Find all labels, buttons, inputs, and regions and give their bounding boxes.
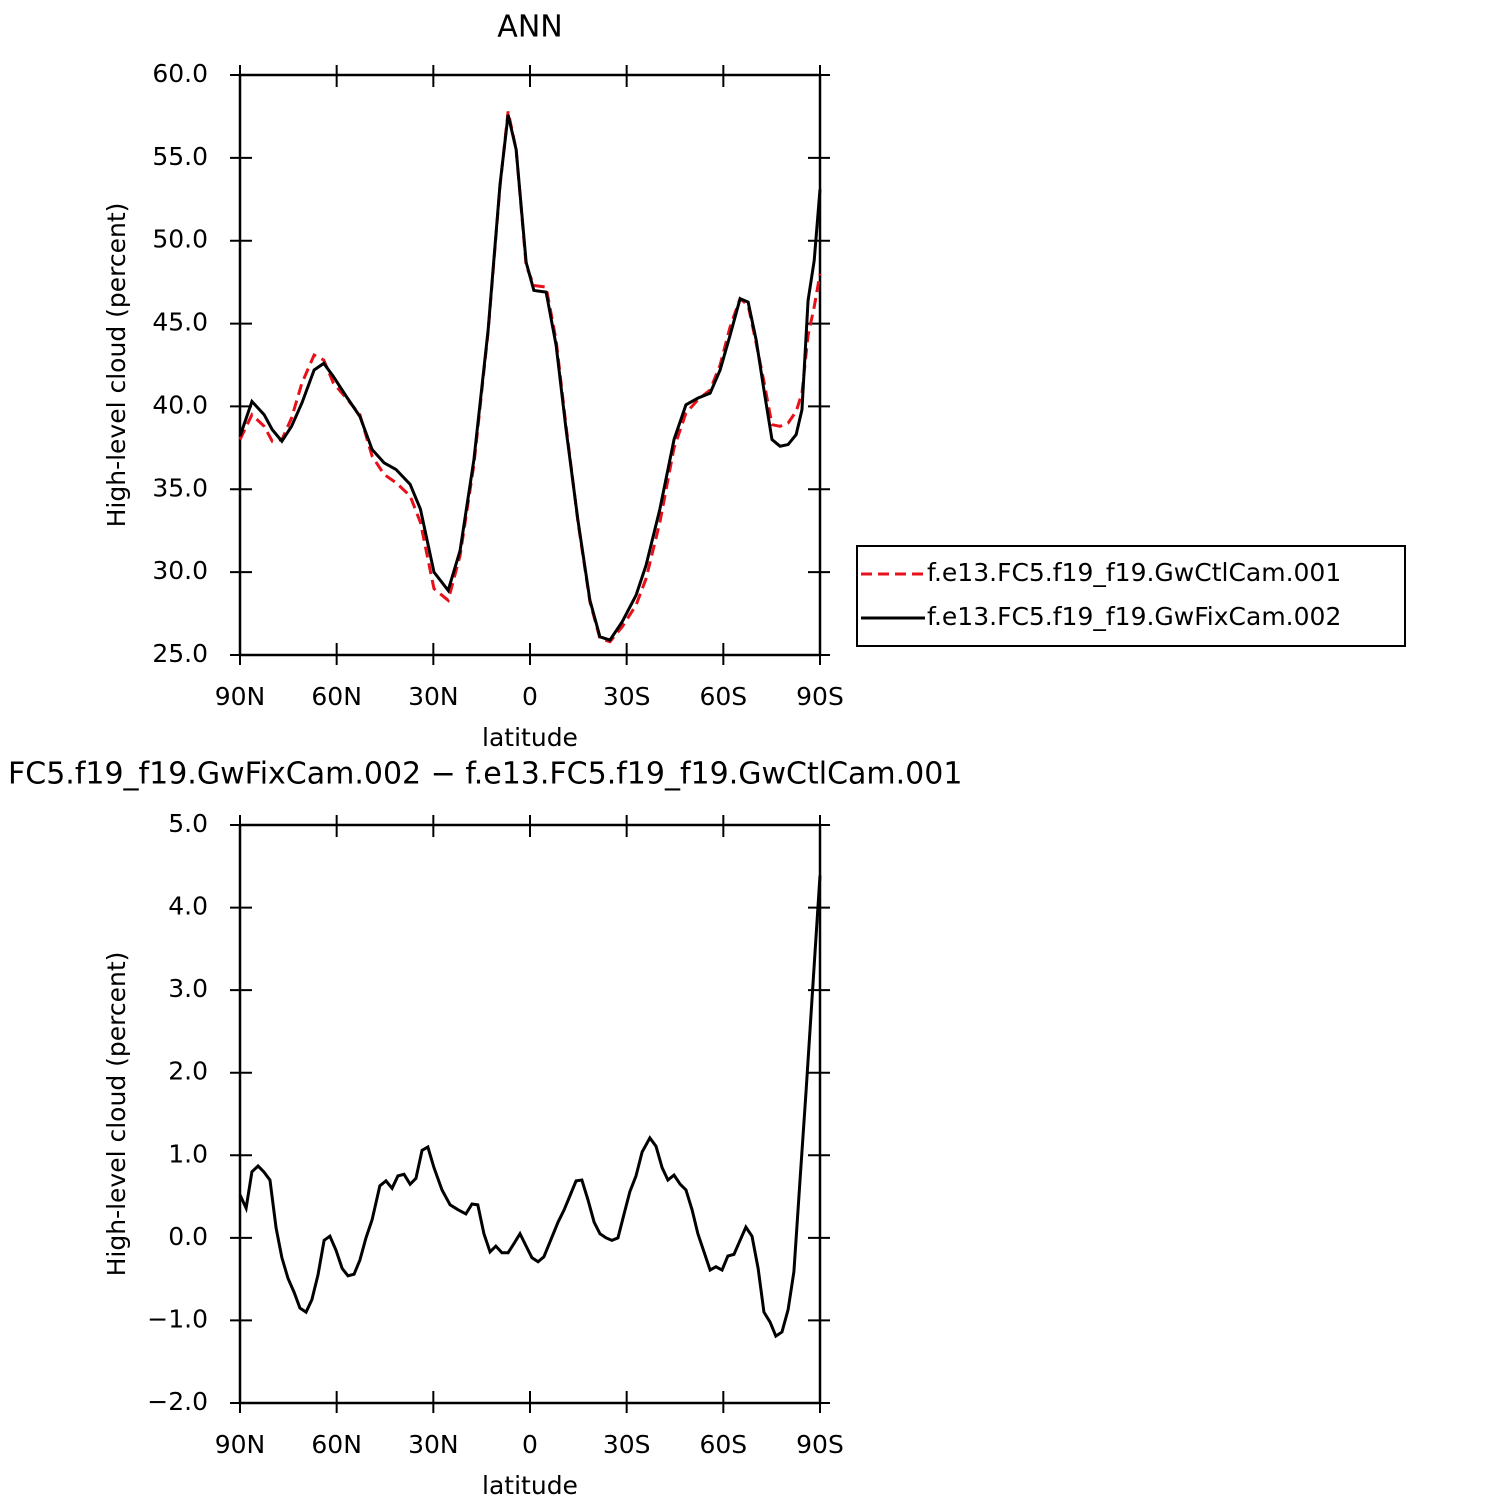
y-tick-label: 3.0	[168, 974, 208, 1003]
x-tick-label: 60N	[311, 682, 362, 711]
x-tick-label: 90N	[215, 682, 266, 711]
y-tick-label: 60.0	[152, 59, 208, 88]
y-tick-label: −1.0	[147, 1304, 208, 1333]
y-axis-label: High-level cloud (percent)	[102, 203, 131, 528]
y-tick-label: 45.0	[152, 308, 208, 337]
y-tick-label: 4.0	[168, 892, 208, 921]
legend-box	[856, 545, 1406, 647]
y-tick-label: 55.0	[152, 142, 208, 171]
y-tick-label: 5.0	[168, 809, 208, 838]
x-tick-label: 30N	[408, 682, 459, 711]
y-tick-label: 50.0	[152, 225, 208, 254]
y-tick-label: 25.0	[152, 639, 208, 668]
plot-frame	[238, 73, 822, 657]
data-line	[238, 114, 822, 642]
legend-label: f.e13.FC5.f19_f19.GwFixCam.002	[927, 602, 1341, 631]
x-tick-label: 0	[522, 682, 538, 711]
chart-title: FC5.f19_f19.GwFixCam.002 − f.e13.FC5.f19…	[8, 757, 962, 792]
x-tick-label: 0	[522, 1430, 538, 1459]
y-tick-label: 40.0	[152, 390, 208, 419]
y-tick-label: 0.0	[168, 1222, 208, 1251]
x-tick-label: 90S	[796, 1430, 844, 1459]
chart-title: ANN	[497, 10, 562, 45]
y-tick-label: 30.0	[152, 556, 208, 585]
x-tick-label: 30S	[603, 682, 651, 711]
y-tick-label: 2.0	[168, 1057, 208, 1086]
y-axis-label: High-level cloud (percent)	[102, 952, 131, 1277]
y-tick-label: 35.0	[152, 473, 208, 502]
x-axis-label: latitude	[482, 723, 578, 752]
data-line	[238, 875, 822, 1339]
plot-frame	[238, 823, 822, 1405]
x-axis-label: latitude	[482, 1471, 578, 1500]
legend-label: f.e13.FC5.f19_f19.GwCtlCam.001	[927, 558, 1341, 587]
x-tick-label: 60S	[699, 1430, 747, 1459]
x-tick-label: 90N	[215, 1430, 266, 1459]
x-tick-label: 90S	[796, 682, 844, 711]
y-tick-label: −2.0	[147, 1387, 208, 1416]
data-line	[238, 111, 822, 644]
x-tick-label: 60N	[311, 1430, 362, 1459]
y-tick-label: 1.0	[168, 1139, 208, 1168]
x-tick-label: 30S	[603, 1430, 651, 1459]
x-tick-label: 30N	[408, 1430, 459, 1459]
x-tick-label: 60S	[699, 682, 747, 711]
